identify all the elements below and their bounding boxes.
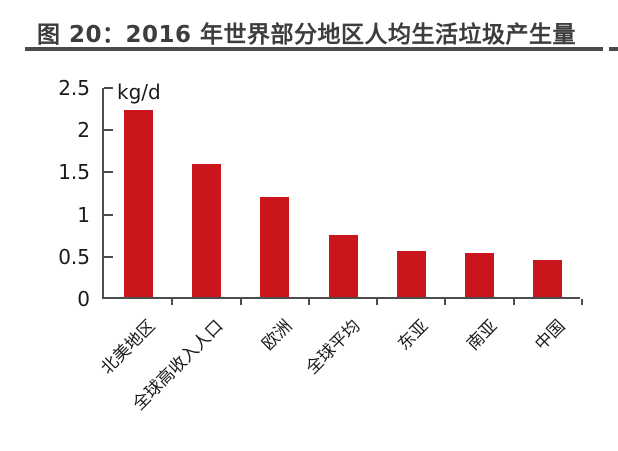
y-tick-label: 2 [77, 118, 90, 143]
x-tick-mark [239, 299, 242, 305]
bar-南亚 [465, 253, 495, 297]
y-tick-mark [104, 213, 113, 216]
x-tick-label: 全球平均 [302, 316, 365, 379]
y-tick-mark [104, 171, 113, 174]
y-tick-label: 0 [77, 287, 90, 311]
bar-中国 [533, 260, 563, 297]
x-tick-label: 东亚 [394, 316, 433, 355]
y-tick-label: 0.5 [58, 244, 90, 269]
y-tick-label: 1.5 [58, 160, 90, 185]
y-tick-mark [104, 129, 113, 132]
y-tick-label: 1 [77, 202, 90, 227]
figure-title: 图 20：2016 年世界部分地区人均生活垃圾产生量 [37, 22, 577, 48]
x-tick-mark [171, 299, 174, 305]
bar-欧洲 [260, 197, 290, 297]
title-underline-dash [609, 47, 618, 51]
x-tick-mark [307, 299, 310, 305]
y-axis-unit-label: kg/d [117, 80, 161, 104]
plot-area [102, 87, 583, 305]
title-underline [25, 47, 603, 51]
x-tick-mark [376, 299, 379, 305]
bar-东亚 [396, 251, 426, 297]
y-tick-label: 2.5 [58, 76, 90, 100]
x-tick-label: 南亚 [462, 316, 502, 355]
y-tick-mark [104, 87, 113, 89]
x-tick-mark [512, 299, 515, 305]
bar-全球高收入人口 [191, 164, 221, 297]
x-tick-label: 中国 [531, 316, 570, 355]
bar-全球平均 [328, 235, 358, 297]
x-axis-labels: 北美地区 全球高收入人口 欧洲 全球平均 东亚 南亚 中国 [97, 299, 580, 451]
y-tick-mark [104, 255, 113, 258]
x-tick-mark [581, 299, 583, 305]
x-tick-mark [444, 299, 447, 305]
x-tick-label: 北美地区 [97, 316, 160, 379]
x-tick-label: 欧洲 [257, 316, 297, 355]
bar-北美地区 [123, 110, 153, 297]
